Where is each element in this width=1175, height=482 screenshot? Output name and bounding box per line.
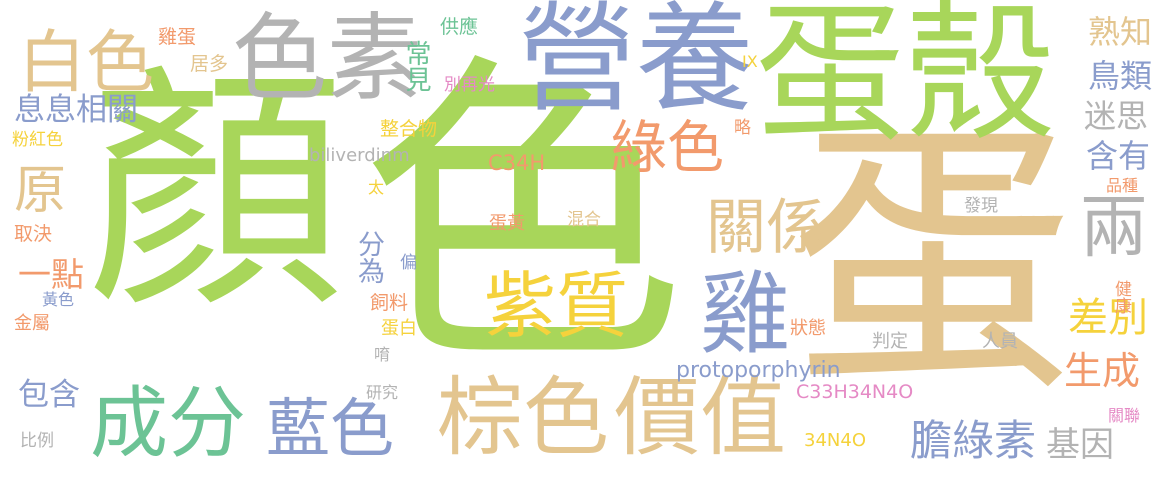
word-fen-hong-se: 粉紅色	[12, 130, 63, 150]
word-zi-zhi: 紫質	[484, 264, 629, 348]
word-zong-se: 棕色	[437, 368, 609, 468]
word-c34h: C34H	[488, 151, 546, 175]
word-dan-lv-su: 膽綠素	[910, 416, 1037, 465]
word-bi-li: 比例	[20, 431, 54, 451]
word-xi-xi-xiang-guan: 息息相關	[14, 92, 138, 128]
word-yi-dian: 一點	[18, 255, 84, 294]
word-jia-zhi: 價值	[614, 368, 786, 468]
word-guan-xi: 關係	[706, 193, 826, 263]
word-yuan: 原	[14, 161, 67, 221]
word-c33h34n4o: C33H34N4O	[796, 381, 914, 403]
word-guan-lian: 關聯	[1108, 406, 1141, 425]
word-gong-ying: 供應	[440, 16, 479, 38]
word-se-su: 色素	[232, 4, 423, 114]
word-lv-se: 綠色	[610, 115, 724, 181]
word-biliverdinm: biliverdinm	[309, 145, 410, 166]
word-shu-zhi: 熟知	[1088, 13, 1153, 51]
word-ji-yin: 基因	[1046, 425, 1114, 465]
word-lue: 略	[734, 118, 751, 138]
word-zhuang-tai: 狀態	[790, 318, 826, 339]
word-cha-bie: 差別	[1068, 295, 1148, 341]
word-bai-se: 白色	[18, 24, 155, 103]
word-yan-jiu: 研究	[366, 383, 399, 402]
word-ren-yuan: 人員	[982, 331, 1018, 352]
word-tai: 太	[368, 178, 385, 197]
word-dan-huang: 蛋黃	[489, 213, 525, 234]
word-you: 唷	[374, 345, 391, 364]
word-pan-ding: 判定	[872, 331, 908, 352]
word-cheng-fen: 成分	[90, 379, 247, 469]
word-ju-duo: 居多	[190, 53, 229, 75]
word-zheng-he-wu: 整合物	[380, 118, 438, 140]
word-lan-se: 藍色	[266, 393, 394, 467]
word-ying-yang: 營養	[518, 0, 755, 128]
word-34n4o: 34N4O	[804, 430, 866, 451]
word-chang-jian: 常見	[401, 40, 431, 92]
word-qu-jue: 取決	[14, 223, 53, 245]
word-bao-han: 包含	[18, 377, 80, 413]
word-pian: 偏	[400, 253, 417, 273]
word-se: 色	[360, 27, 685, 406]
word-mi-si: 迷思	[1084, 97, 1149, 135]
word-hun-he: 混合	[567, 210, 601, 230]
word-niao-lei: 鳥類	[1088, 57, 1153, 95]
word-yan: 顏	[88, 45, 344, 342]
word-si-liao: 飼料	[370, 292, 409, 314]
word-ji-dan: 雞蛋	[158, 26, 197, 48]
word-huang-se: 黃色	[42, 290, 75, 309]
word-jian-kang: 健康	[1111, 280, 1131, 314]
word-dan: 蛋	[790, 96, 1075, 428]
word-dan-bai: 蛋白	[381, 318, 417, 339]
word-bie-zai-guang: 別再光	[444, 75, 495, 95]
word-sheng-cheng: 生成	[1064, 349, 1141, 393]
word-liang: 兩	[1080, 189, 1149, 268]
word-ji: 雞	[700, 262, 790, 367]
word-fa-xian: 發現	[964, 196, 998, 216]
word-dan-ke: 蛋殼	[755, 0, 1056, 162]
word-fen-wei: 分為	[353, 230, 384, 284]
word-han-you: 含有	[1086, 137, 1151, 175]
word-protoporphyrin: protoporphyrin	[676, 358, 841, 383]
word-ix: IX	[742, 52, 758, 71]
word-pin-zhong: 品種	[1106, 176, 1139, 195]
word-jin-shu: 金屬	[14, 313, 50, 334]
